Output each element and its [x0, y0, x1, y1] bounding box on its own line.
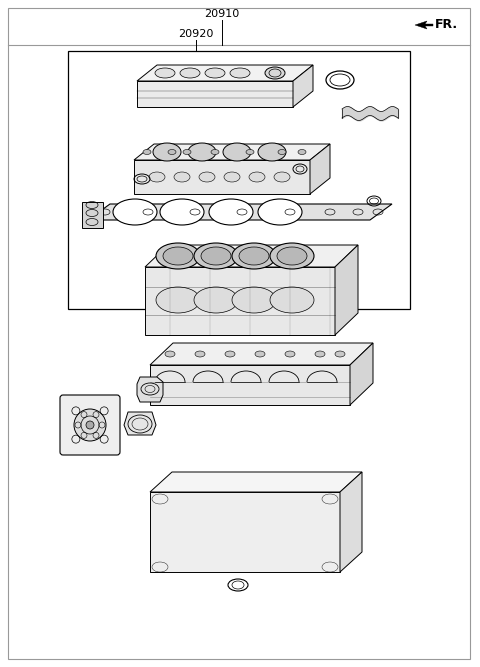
Ellipse shape — [224, 172, 240, 182]
Polygon shape — [134, 144, 330, 160]
Ellipse shape — [278, 149, 286, 155]
Ellipse shape — [239, 247, 269, 265]
Ellipse shape — [246, 149, 254, 155]
Ellipse shape — [232, 287, 276, 313]
Polygon shape — [137, 65, 313, 81]
Ellipse shape — [230, 68, 250, 78]
Text: FR.: FR. — [435, 19, 458, 31]
Polygon shape — [150, 472, 362, 492]
Bar — [68, 51, 410, 309]
Polygon shape — [145, 267, 335, 335]
Polygon shape — [88, 204, 392, 220]
Ellipse shape — [195, 351, 205, 357]
Ellipse shape — [153, 143, 181, 161]
Ellipse shape — [188, 143, 216, 161]
Ellipse shape — [209, 199, 253, 225]
Ellipse shape — [298, 149, 306, 155]
Ellipse shape — [194, 287, 238, 313]
Ellipse shape — [249, 172, 265, 182]
Polygon shape — [350, 343, 373, 405]
Polygon shape — [150, 365, 350, 405]
Polygon shape — [150, 343, 373, 365]
Polygon shape — [150, 492, 340, 572]
Ellipse shape — [270, 243, 314, 269]
Ellipse shape — [201, 247, 231, 265]
Polygon shape — [145, 245, 358, 267]
Text: 20910: 20910 — [204, 9, 240, 19]
Ellipse shape — [143, 149, 151, 155]
Ellipse shape — [211, 149, 219, 155]
Polygon shape — [134, 160, 310, 194]
Ellipse shape — [285, 351, 295, 357]
Ellipse shape — [335, 351, 345, 357]
Ellipse shape — [223, 143, 251, 161]
Polygon shape — [415, 21, 433, 29]
Ellipse shape — [270, 287, 314, 313]
Polygon shape — [335, 245, 358, 335]
Polygon shape — [293, 65, 313, 107]
Ellipse shape — [194, 243, 238, 269]
Ellipse shape — [174, 172, 190, 182]
Ellipse shape — [156, 243, 200, 269]
Ellipse shape — [149, 172, 165, 182]
Ellipse shape — [155, 68, 175, 78]
Text: 20920: 20920 — [178, 29, 214, 39]
Ellipse shape — [152, 562, 168, 572]
Ellipse shape — [258, 143, 286, 161]
Ellipse shape — [277, 247, 307, 265]
Ellipse shape — [152, 494, 168, 504]
Ellipse shape — [265, 67, 285, 79]
Ellipse shape — [322, 494, 338, 504]
Ellipse shape — [258, 199, 302, 225]
Ellipse shape — [232, 243, 276, 269]
Ellipse shape — [156, 287, 200, 313]
Polygon shape — [124, 412, 156, 435]
Ellipse shape — [199, 172, 215, 182]
Polygon shape — [340, 472, 362, 572]
Ellipse shape — [255, 351, 265, 357]
Polygon shape — [137, 377, 163, 402]
Ellipse shape — [322, 562, 338, 572]
Ellipse shape — [163, 247, 193, 265]
Ellipse shape — [180, 68, 200, 78]
Ellipse shape — [205, 68, 225, 78]
Ellipse shape — [225, 351, 235, 357]
Polygon shape — [82, 202, 103, 228]
Polygon shape — [310, 144, 330, 194]
Ellipse shape — [113, 199, 157, 225]
Ellipse shape — [315, 351, 325, 357]
Ellipse shape — [165, 351, 175, 357]
Ellipse shape — [74, 409, 106, 441]
Ellipse shape — [274, 172, 290, 182]
Ellipse shape — [86, 421, 94, 429]
Polygon shape — [137, 81, 293, 107]
Ellipse shape — [183, 149, 191, 155]
Ellipse shape — [160, 199, 204, 225]
FancyBboxPatch shape — [60, 395, 120, 455]
Ellipse shape — [168, 149, 176, 155]
